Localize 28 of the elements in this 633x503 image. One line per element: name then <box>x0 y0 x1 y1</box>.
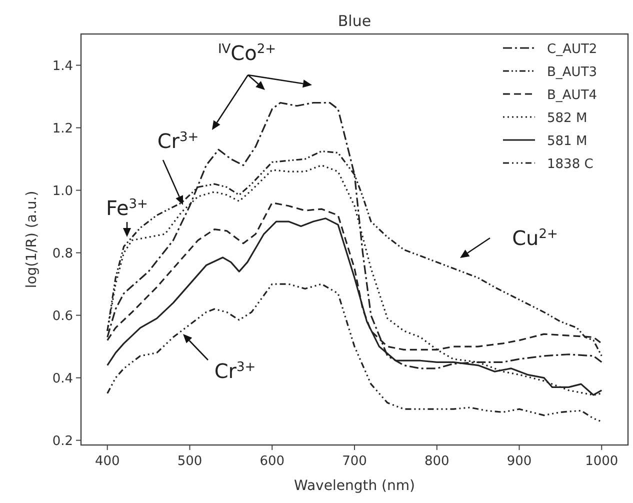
y-tick-label: 0.2 <box>52 434 73 449</box>
legend-label: C_AUT2 <box>547 42 598 57</box>
legend-label: 582 M <box>547 111 588 126</box>
x-tick-label: 800 <box>424 454 450 469</box>
legend-label: 1838 C <box>547 157 594 172</box>
legend-label: B_AUT3 <box>547 65 598 80</box>
x-tick-label: 1000 <box>585 454 618 469</box>
y-tick-label: 1.0 <box>52 184 73 199</box>
y-tick-label: 0.8 <box>52 246 73 262</box>
annotation: Cu$^{2+}$ <box>512 226 558 250</box>
y-tick-label: 1.2 <box>52 121 73 136</box>
x-tick-label: 700 <box>342 454 367 469</box>
y-axis-title: log(1/R) (a.u.) <box>24 190 40 288</box>
y-tick-label: 0.4 <box>52 371 73 386</box>
x-tick-label: 400 <box>94 454 120 469</box>
y-tick-label: 0.6 <box>52 308 73 324</box>
x-tick-label: 600 <box>260 454 285 469</box>
annotation: Cr$^{3+}$ <box>214 359 256 383</box>
x-tick-label: 500 <box>177 454 202 469</box>
annotation: $^{IV}$Co$^{2+}$ <box>218 41 276 65</box>
chart-title: Blue <box>338 12 372 30</box>
annotation: Cr$^{3+}$ <box>157 129 199 153</box>
y-tick-label: 1.4 <box>52 58 73 74</box>
legend-label: 581 M <box>547 134 588 149</box>
annotation: Fe$^{3+}$ <box>106 196 148 220</box>
x-axis-title: Wavelength (nm) <box>294 478 415 494</box>
legend-label: B_AUT4 <box>547 88 598 103</box>
x-tick-label: 900 <box>506 454 532 469</box>
